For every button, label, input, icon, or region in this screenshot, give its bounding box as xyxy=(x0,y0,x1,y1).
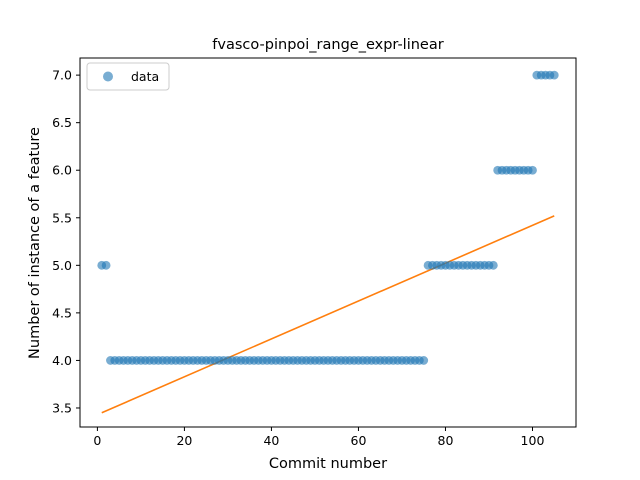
legend-marker-data xyxy=(103,71,113,82)
y-tick-label: 7.0 xyxy=(52,68,72,83)
x-tick-label: 40 xyxy=(263,433,279,448)
plot-area xyxy=(80,58,576,427)
fit-line-layer xyxy=(101,215,555,414)
y-axis-label: Number of instance of a feature xyxy=(27,127,43,359)
x-tick-label: 0 xyxy=(93,433,101,448)
y-tick-label: 6.5 xyxy=(52,115,72,130)
axes-frame xyxy=(79,57,577,428)
y-tick-label: 6.0 xyxy=(52,163,72,178)
data-point xyxy=(528,165,537,175)
x-tick-label: 100 xyxy=(521,433,545,448)
legend-box xyxy=(86,62,170,91)
x-tick-label: 60 xyxy=(351,433,367,448)
y-tick-label: 4.5 xyxy=(52,305,72,320)
fit-line xyxy=(101,215,555,414)
y-tick-label: 4.0 xyxy=(52,353,72,368)
data-point xyxy=(419,356,429,365)
y-tick-label: 5.5 xyxy=(52,210,72,225)
y-tick-label: 3.5 xyxy=(52,400,72,415)
plot-background xyxy=(80,58,576,427)
data-points-layer xyxy=(97,70,559,365)
data-point xyxy=(488,260,498,270)
axes: 0 20 40 60 80 100 3.5 4.0 4.5 5.0 5.5 6.0 6.5 7.0 xyxy=(52,57,577,448)
legend-label-data: data xyxy=(131,69,159,84)
y-tick-label: 5.0 xyxy=(52,258,72,273)
data-point xyxy=(101,260,111,270)
x-axis-label: Commit number xyxy=(269,456,387,472)
x-tick-label: 80 xyxy=(438,433,454,448)
data-point xyxy=(549,70,559,80)
x-tick-label: 20 xyxy=(176,433,192,448)
legend: data xyxy=(86,62,170,91)
chart-title: fvasco-pinpoi_range_expr-linear xyxy=(212,37,443,53)
